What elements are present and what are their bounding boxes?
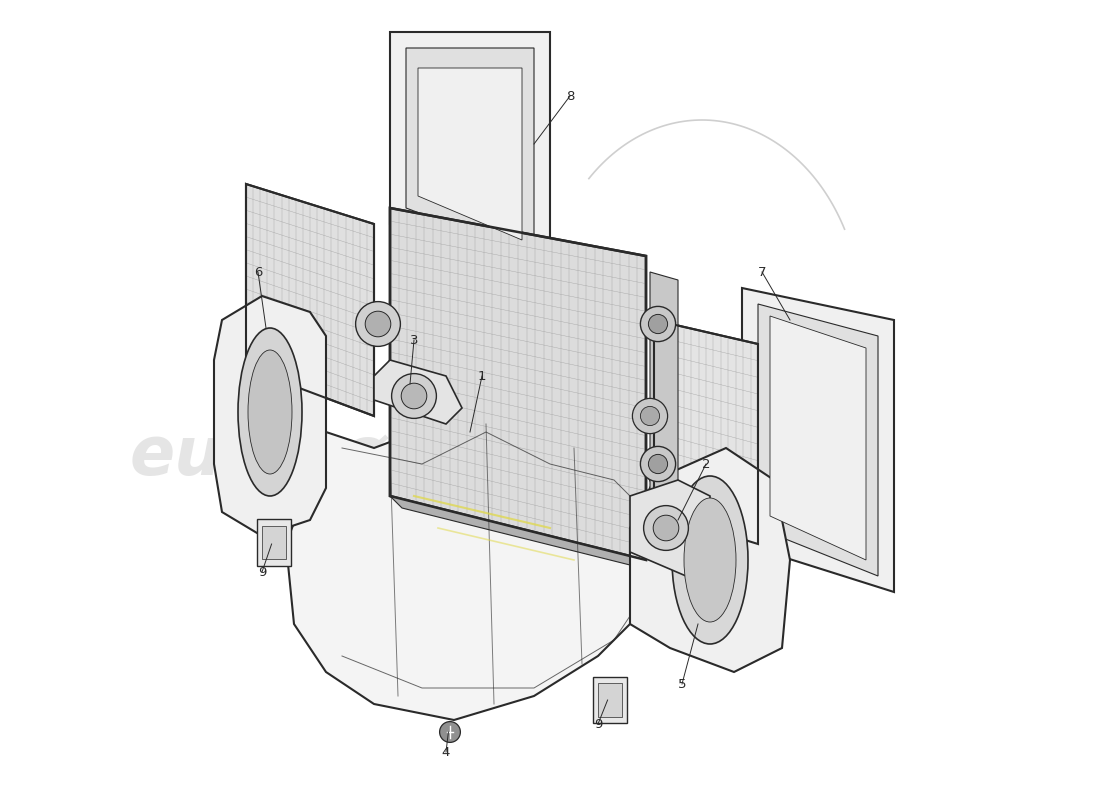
Polygon shape (390, 496, 658, 572)
Polygon shape (262, 526, 286, 559)
Circle shape (653, 515, 679, 541)
Text: eurspørtes: eurspørtes (130, 423, 538, 489)
Text: 6: 6 (254, 266, 262, 278)
Polygon shape (758, 304, 878, 576)
Polygon shape (406, 48, 534, 256)
Polygon shape (630, 480, 710, 576)
Text: 3: 3 (409, 334, 418, 346)
Text: 2: 2 (702, 458, 711, 470)
Circle shape (644, 506, 689, 550)
Circle shape (640, 306, 675, 342)
Text: 1: 1 (477, 370, 486, 382)
Ellipse shape (248, 350, 292, 474)
Circle shape (640, 406, 660, 426)
Circle shape (402, 383, 427, 409)
Polygon shape (246, 184, 374, 416)
Circle shape (440, 722, 461, 742)
Circle shape (640, 446, 675, 482)
Circle shape (632, 398, 668, 434)
Polygon shape (598, 683, 622, 717)
Polygon shape (390, 208, 646, 560)
Polygon shape (374, 360, 462, 424)
Text: 8: 8 (565, 90, 574, 102)
Ellipse shape (238, 328, 302, 496)
Circle shape (355, 302, 400, 346)
Text: 4: 4 (442, 746, 450, 758)
Circle shape (648, 454, 668, 474)
Text: 5: 5 (678, 678, 686, 690)
Polygon shape (630, 448, 790, 672)
Polygon shape (593, 677, 627, 723)
Polygon shape (770, 316, 866, 560)
Polygon shape (390, 32, 550, 272)
Text: 9: 9 (594, 718, 602, 730)
Polygon shape (286, 384, 670, 720)
Circle shape (365, 311, 390, 337)
Text: 7: 7 (758, 266, 767, 278)
Polygon shape (214, 296, 326, 536)
Ellipse shape (684, 498, 736, 622)
Polygon shape (418, 68, 522, 240)
Polygon shape (742, 288, 894, 592)
Polygon shape (257, 519, 290, 566)
Text: a passion for parts since 1985: a passion for parts since 1985 (266, 474, 593, 598)
Circle shape (648, 314, 668, 334)
Polygon shape (654, 320, 758, 544)
Polygon shape (650, 272, 678, 524)
Circle shape (392, 374, 437, 418)
Ellipse shape (672, 476, 748, 644)
Text: 9: 9 (257, 566, 266, 578)
